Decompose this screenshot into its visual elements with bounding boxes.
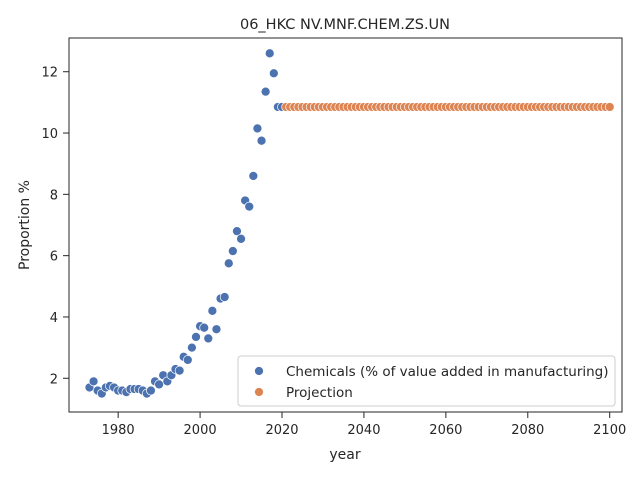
y-axis-label: Proportion % bbox=[17, 180, 33, 270]
y-tick-label: 2 bbox=[50, 372, 58, 387]
data-point-chemicals bbox=[219, 292, 230, 302]
data-point-chemicals bbox=[191, 332, 201, 342]
x-tick-label: 2060 bbox=[429, 423, 462, 438]
data-point-chemicals bbox=[256, 135, 267, 146]
legend-box bbox=[237, 355, 616, 407]
y-axis: 2 4 6 8 10 12 bbox=[41, 66, 69, 387]
y-tick-label: 4 bbox=[50, 311, 58, 326]
data-point-chemicals bbox=[199, 322, 210, 333]
x-axis-label: year bbox=[329, 447, 360, 463]
y-tick-label: 10 bbox=[41, 127, 58, 142]
y-tick-label: 12 bbox=[41, 66, 58, 81]
data-point-chemicals bbox=[264, 48, 275, 59]
data-point-chemicals bbox=[154, 379, 164, 390]
legend-label-projection: Projection bbox=[286, 385, 353, 401]
data-point-chemicals bbox=[146, 385, 156, 396]
legend: Chemicals (% of value added in manufactu… bbox=[237, 355, 616, 407]
data-point-chemicals bbox=[228, 246, 238, 256]
data-point-chemicals bbox=[174, 365, 185, 376]
x-tick-label: 2080 bbox=[511, 423, 544, 438]
data-point-chemicals bbox=[236, 233, 246, 244]
x-tick-label: 1980 bbox=[102, 423, 135, 438]
data-point-chemicals bbox=[211, 324, 222, 335]
data-point-chemicals bbox=[88, 376, 99, 387]
x-tick-label: 2000 bbox=[184, 423, 217, 438]
data-point-projection bbox=[604, 102, 615, 112]
y-tick-label: 6 bbox=[50, 250, 58, 265]
legend-label-chemicals: Chemicals (% of value added in manufactu… bbox=[286, 364, 609, 380]
data-point-chemicals bbox=[268, 68, 279, 79]
plot-frame bbox=[68, 37, 623, 413]
data-point-chemicals bbox=[187, 342, 197, 353]
data-point-chemicals bbox=[260, 86, 271, 97]
x-axis: 1980 2000 2020 2040 2060 2080 2100 bbox=[102, 412, 626, 438]
data-point-chemicals bbox=[248, 171, 259, 181]
data-point-chemicals bbox=[182, 355, 193, 365]
data-point-chemicals bbox=[252, 123, 263, 134]
data-point-chemicals bbox=[207, 305, 218, 316]
x-tick-label: 2020 bbox=[265, 423, 298, 438]
data-point-chemicals bbox=[223, 258, 234, 269]
data-point-chemicals bbox=[203, 333, 214, 344]
data-point-chemicals bbox=[232, 226, 242, 236]
x-tick-label: 2100 bbox=[593, 423, 626, 438]
x-tick-label: 2040 bbox=[347, 423, 380, 438]
chart-title: 06_HKC NV.MNF.CHEM.ZS.UN bbox=[240, 17, 450, 33]
data-point-chemicals bbox=[244, 201, 255, 212]
legend-marker-projection bbox=[254, 387, 264, 397]
plot-area bbox=[84, 48, 615, 399]
legend-marker-chemicals bbox=[254, 366, 264, 376]
y-tick-label: 8 bbox=[50, 188, 58, 203]
